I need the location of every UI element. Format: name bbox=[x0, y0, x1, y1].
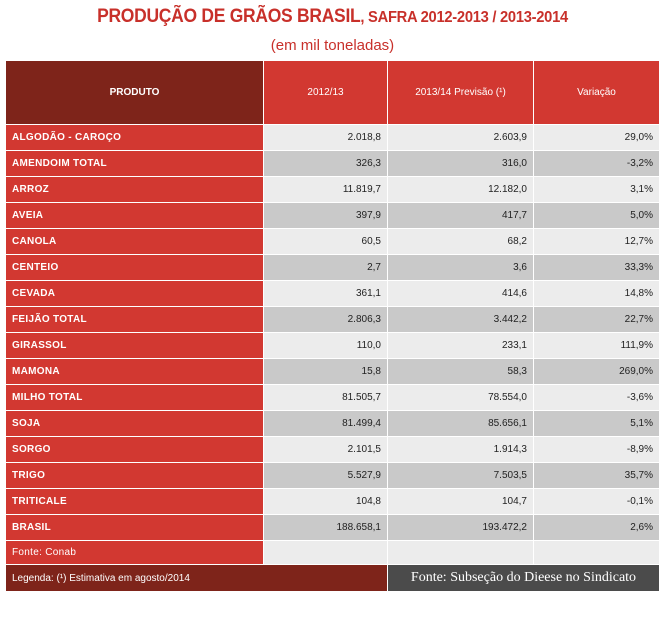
cell-2012-13: 2.806,3 bbox=[263, 306, 388, 333]
cell-produto: CEVADA bbox=[5, 280, 264, 307]
cell-2013-14: 58,3 bbox=[387, 358, 534, 385]
cell-produto: SOJA bbox=[5, 410, 264, 437]
header-variacao: Variação bbox=[533, 60, 660, 125]
cell-produto: TRITICALE bbox=[5, 488, 264, 515]
table-row: GIRASSOL 110,0 233,1 111,9% bbox=[5, 332, 660, 359]
table-body: ALGODÃO - CAROÇO 2.018,8 2.603,9 29,0% AMEND… bbox=[5, 124, 660, 541]
table-row: CENTEIO 2,7 3,6 33,3% bbox=[5, 254, 660, 281]
cell-2013-14: 3,6 bbox=[387, 254, 534, 281]
cell-produto: SORGO bbox=[5, 436, 264, 463]
cell-2012-13: 81.505,7 bbox=[263, 384, 388, 411]
cell-2013-14: 417,7 bbox=[387, 202, 534, 229]
table-row: ARROZ 11.819,7 12.182,0 3,1% bbox=[5, 176, 660, 203]
cell-variacao: 5,1% bbox=[533, 410, 660, 437]
grain-production-table: PRODUTO 2012/13 2013/14 Previsão (¹) Var… bbox=[5, 60, 660, 592]
cell-2012-13: 326,3 bbox=[263, 150, 388, 177]
cell-produto: AVEIA bbox=[5, 202, 264, 229]
cell-2012-13: 361,1 bbox=[263, 280, 388, 307]
cell-2012-13: 397,9 bbox=[263, 202, 388, 229]
cell-2013-14: 3.442,2 bbox=[387, 306, 534, 333]
cell-2013-14: 193.472,2 bbox=[387, 514, 534, 541]
table-row: BRASIL 188.658,1 193.472,2 2,6% bbox=[5, 514, 660, 541]
cell-variacao: 269,0% bbox=[533, 358, 660, 385]
cell-variacao: -8,9% bbox=[533, 436, 660, 463]
cell-produto: BRASIL bbox=[5, 514, 264, 541]
cell-variacao: 14,8% bbox=[533, 280, 660, 307]
source-row: Fonte: Conab bbox=[5, 540, 660, 565]
source-conab: Fonte: Conab bbox=[5, 540, 264, 565]
cell-produto: CENTEIO bbox=[5, 254, 264, 281]
table-row: SORGO 2.101,5 1.914,3 -8,9% bbox=[5, 436, 660, 463]
table-row: AVEIA 397,9 417,7 5,0% bbox=[5, 202, 660, 229]
cell-produto: ARROZ bbox=[5, 176, 264, 203]
table-row: SOJA 81.499,4 85.656,1 5,1% bbox=[5, 410, 660, 437]
cell-2012-13: 104,8 bbox=[263, 488, 388, 515]
cell-variacao: 3,1% bbox=[533, 176, 660, 203]
table-row: TRIGO 5.527,9 7.503,5 35,7% bbox=[5, 462, 660, 489]
title-sub: , SAFRA 2012-2013 / 2013-2014 bbox=[360, 9, 568, 26]
cell-variacao: 22,7% bbox=[533, 306, 660, 333]
cell-produto: CANOLA bbox=[5, 228, 264, 255]
table-row: CEVADA 361,1 414,6 14,8% bbox=[5, 280, 660, 307]
cell-2013-14: 316,0 bbox=[387, 150, 534, 177]
cell-2013-14: 233,1 bbox=[387, 332, 534, 359]
cell-variacao: -3,6% bbox=[533, 384, 660, 411]
cell-variacao: 29,0% bbox=[533, 124, 660, 151]
table-row: FEIJÃO TOTAL 2.806,3 3.442,2 22,7% bbox=[5, 306, 660, 333]
table-row: TRITICALE 104,8 104,7 -0,1% bbox=[5, 488, 660, 515]
cell-produto: MAMONA bbox=[5, 358, 264, 385]
cell-2012-13: 11.819,7 bbox=[263, 176, 388, 203]
cell-produto: AMENDOIM TOTAL bbox=[5, 150, 264, 177]
source-dieese: Fonte: Subseção do Dieese no Sindicato bbox=[387, 564, 660, 592]
table-row: AMENDOIM TOTAL 326,3 316,0 -3,2% bbox=[5, 150, 660, 177]
page-subtitle: (em mil toneladas) bbox=[270, 37, 395, 54]
page-title: PRODUÇÃO DE GRÃOS BRASIL, SAFRA 2012-201… bbox=[27, 6, 639, 28]
header-2012-13: 2012/13 bbox=[263, 60, 388, 125]
cell-produto: MILHO TOTAL bbox=[5, 384, 264, 411]
cell-2012-13: 2.018,8 bbox=[263, 124, 388, 151]
legend-row: Legenda: (¹) Estimativa em agosto/2014 F… bbox=[5, 564, 660, 592]
table-row: ALGODÃO - CAROÇO 2.018,8 2.603,9 29,0% bbox=[5, 124, 660, 151]
cell-variacao: -0,1% bbox=[533, 488, 660, 515]
cell-variacao: 33,3% bbox=[533, 254, 660, 281]
table-header-row: PRODUTO 2012/13 2013/14 Previsão (¹) Var… bbox=[5, 60, 660, 125]
cell-2013-14: 414,6 bbox=[387, 280, 534, 307]
blank-cell bbox=[533, 540, 660, 565]
cell-2012-13: 15,8 bbox=[263, 358, 388, 385]
cell-2012-13: 110,0 bbox=[263, 332, 388, 359]
cell-produto: FEIJÃO TOTAL bbox=[5, 306, 264, 333]
table-row: MAMONA 15,8 58,3 269,0% bbox=[5, 358, 660, 385]
cell-produto: ALGODÃO - CAROÇO bbox=[5, 124, 264, 151]
blank-cell bbox=[263, 540, 388, 565]
cell-2013-14: 68,2 bbox=[387, 228, 534, 255]
cell-2012-13: 60,5 bbox=[263, 228, 388, 255]
legend-note: Legenda: (¹) Estimativa em agosto/2014 bbox=[5, 564, 388, 592]
blank-cell bbox=[387, 540, 534, 565]
cell-2012-13: 2,7 bbox=[263, 254, 388, 281]
cell-variacao: -3,2% bbox=[533, 150, 660, 177]
cell-2013-14: 12.182,0 bbox=[387, 176, 534, 203]
cell-2013-14: 1.914,3 bbox=[387, 436, 534, 463]
header-produto: PRODUTO bbox=[5, 60, 264, 125]
cell-2013-14: 104,7 bbox=[387, 488, 534, 515]
table-row: MILHO TOTAL 81.505,7 78.554,0 -3,6% bbox=[5, 384, 660, 411]
cell-variacao: 111,9% bbox=[533, 332, 660, 359]
cell-2012-13: 81.499,4 bbox=[263, 410, 388, 437]
header-2013-14: 2013/14 Previsão (¹) bbox=[387, 60, 534, 125]
cell-2013-14: 78.554,0 bbox=[387, 384, 534, 411]
cell-2013-14: 7.503,5 bbox=[387, 462, 534, 489]
cell-variacao: 12,7% bbox=[533, 228, 660, 255]
title-main: PRODUÇÃO DE GRÃOS BRASIL bbox=[97, 6, 361, 27]
table-row: CANOLA 60,5 68,2 12,7% bbox=[5, 228, 660, 255]
cell-2012-13: 2.101,5 bbox=[263, 436, 388, 463]
cell-produto: TRIGO bbox=[5, 462, 264, 489]
cell-variacao: 2,6% bbox=[533, 514, 660, 541]
cell-variacao: 5,0% bbox=[533, 202, 660, 229]
cell-2013-14: 2.603,9 bbox=[387, 124, 534, 151]
cell-2012-13: 188.658,1 bbox=[263, 514, 388, 541]
cell-2012-13: 5.527,9 bbox=[263, 462, 388, 489]
cell-variacao: 35,7% bbox=[533, 462, 660, 489]
cell-produto: GIRASSOL bbox=[5, 332, 264, 359]
cell-2013-14: 85.656,1 bbox=[387, 410, 534, 437]
